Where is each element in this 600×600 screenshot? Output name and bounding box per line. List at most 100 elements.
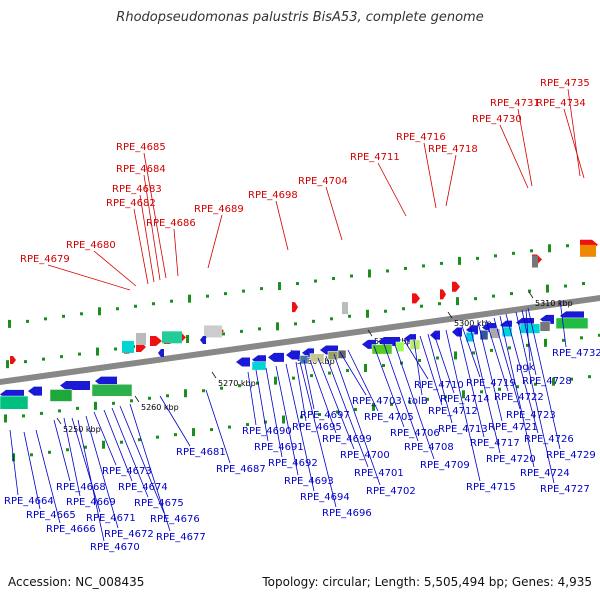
gene-arrow-reverse [28, 386, 42, 396]
tick-mark [436, 356, 439, 360]
label-leader-line [133, 208, 149, 285]
tick-mark [546, 284, 549, 293]
scale-label: 5270 kbp [218, 379, 256, 388]
label-leader-line [383, 343, 419, 442]
label-leader-line [207, 214, 223, 269]
tick-mark [300, 415, 303, 419]
tick-mark [6, 360, 9, 369]
tick-mark [438, 302, 441, 306]
gene-label-reverse: RPE_4710 [414, 380, 464, 391]
label-leader-line [525, 309, 531, 362]
tick-mark [44, 317, 47, 321]
tick-mark [458, 256, 461, 265]
tick-mark [390, 402, 393, 406]
gene-label-reverse: pgk [516, 362, 535, 373]
tick-mark [498, 387, 501, 391]
gene-block [371, 344, 393, 355]
gene-label-reverse: RPE_4697 [300, 410, 350, 421]
tick-mark [318, 412, 321, 416]
gene-label-reverse: tolB [408, 396, 428, 407]
gene-block [136, 332, 146, 345]
tick-mark [418, 358, 421, 362]
tick-mark [408, 400, 411, 404]
gene-label-reverse: RPE_4687 [216, 464, 266, 475]
label-leader-line [303, 359, 315, 410]
tick-mark [26, 319, 29, 323]
tick-mark [292, 376, 295, 380]
gene-label-reverse: RPE_4727 [540, 484, 590, 495]
tick-mark [534, 382, 537, 386]
label-leader-line [159, 395, 191, 447]
gene-label-reverse: RPE_4712 [428, 406, 478, 417]
tick-mark [490, 348, 493, 352]
gene-label-reverse: RPE_4703 [352, 396, 402, 407]
tick-mark [330, 317, 333, 321]
gene-label-forward: RPE_4734 [536, 98, 586, 109]
tick-mark [84, 445, 87, 449]
tick-mark [114, 347, 117, 351]
gene-label-forward: RPE_4698 [248, 190, 298, 201]
gene-label-reverse: RPE_4706 [390, 428, 440, 439]
tick-mark [296, 282, 299, 286]
tick-mark [78, 352, 81, 356]
tick-mark [582, 282, 585, 286]
scale-label: 5260 kbp [141, 403, 179, 412]
scale-label: 5300 kbp [454, 319, 492, 328]
gene-label-forward: RPE_4735 [540, 78, 590, 89]
label-leader-line [309, 359, 337, 434]
gene-label-reverse: RPE_4674 [118, 482, 168, 493]
label-leader-line [499, 124, 529, 189]
tick-mark [420, 304, 423, 308]
gene-block [539, 321, 551, 332]
tick-mark [598, 333, 600, 337]
label-leader-line [295, 361, 307, 422]
gene-label-reverse: RPE_4732 [552, 348, 600, 359]
tick-mark [440, 261, 443, 265]
label-leader-line [275, 200, 289, 251]
tick-mark [202, 389, 205, 393]
gene-arrow-forward [440, 289, 446, 300]
label-leader-line [419, 335, 443, 406]
gene-label-reverse: RPE_4692 [268, 458, 318, 469]
label-leader-line [53, 419, 71, 482]
gene-block [327, 351, 339, 361]
gene-label-reverse: RPE_4690 [242, 426, 292, 437]
label-leader-line [515, 311, 555, 484]
label-leader-line [373, 345, 405, 428]
gene-label-reverse: RPE_4696 [322, 508, 372, 519]
gene-block [0, 395, 29, 410]
label-leader-line [103, 409, 133, 482]
label-leader-line [143, 174, 161, 281]
tick-mark [512, 251, 515, 255]
label-leader-line [377, 162, 407, 217]
tick-mark [24, 360, 27, 364]
gene-label-forward: RPE_4711 [350, 152, 400, 163]
gene-label-reverse: RPE_4669 [66, 497, 116, 508]
label-leader-line [265, 367, 283, 458]
tick-mark [246, 423, 249, 427]
gene-label-reverse: RPE_4681 [176, 447, 226, 458]
tick-mark [282, 415, 285, 424]
gene-block [479, 329, 489, 341]
label-leader-line [461, 325, 481, 378]
tick-mark [564, 284, 567, 288]
gene-block [299, 355, 309, 365]
label-leader-line [505, 313, 539, 434]
tick-mark [480, 390, 483, 394]
label-leader-line [493, 317, 521, 410]
label-leader-line [457, 327, 485, 438]
label-leader-line [247, 371, 257, 426]
tick-mark [544, 338, 547, 347]
tick-mark [366, 309, 369, 318]
tick-mark [152, 302, 155, 306]
label-leader-line [469, 325, 501, 454]
tick-mark [224, 292, 227, 296]
scale-tick [134, 395, 140, 403]
label-leader-line [477, 321, 503, 422]
gene-label-reverse: RPE_4709 [420, 460, 470, 471]
gene-label-forward: RPE_4689 [194, 204, 244, 215]
tick-mark [336, 410, 339, 414]
gene-label-reverse: RPE_4702 [366, 486, 416, 497]
tick-mark [588, 375, 591, 379]
